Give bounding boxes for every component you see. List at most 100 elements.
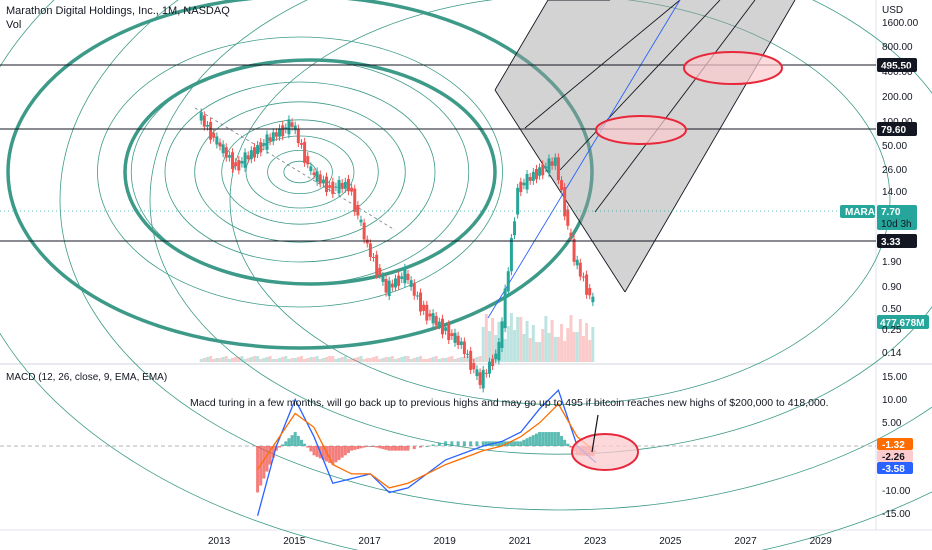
- macd-histogram-bar: [278, 446, 282, 448]
- volume-bar: [268, 356, 272, 362]
- macd-histogram-bar: [309, 446, 313, 452]
- candle-body: [265, 134, 269, 150]
- pitchfork-line: [494, 0, 549, 91]
- candle-body: [403, 267, 407, 284]
- volume-bar: [403, 356, 407, 362]
- candle-body: [519, 181, 523, 193]
- macd-histogram-bar: [381, 446, 385, 450]
- outer-arc: [59, 0, 932, 511]
- volume-bar: [359, 356, 363, 362]
- volume-bar: [246, 358, 250, 362]
- volume-bar: [525, 321, 529, 362]
- symbol-badge-text: MARA: [845, 207, 875, 218]
- candle-body: [553, 157, 557, 166]
- volume-bar: [472, 358, 476, 362]
- pitchfork-line: [594, 0, 756, 213]
- inner-circle: [221, 119, 379, 225]
- volume-bar: [303, 359, 307, 362]
- macd-turn-zone: [571, 433, 639, 471]
- macd-histogram-bar: [353, 446, 357, 450]
- inner-circle: [130, 59, 470, 285]
- time-tick-label: 2021: [509, 536, 532, 547]
- candle-body: [444, 327, 448, 331]
- candle-body: [531, 171, 535, 181]
- macd-value-text: -2.26: [882, 452, 905, 463]
- macd-histogram-bar: [390, 446, 394, 451]
- macd-value-badge: [877, 438, 913, 450]
- price-axis-currency: USD: [882, 5, 903, 16]
- macd-histogram-bar: [525, 438, 529, 446]
- macd-histogram-bar: [500, 441, 504, 446]
- candle-body: [503, 288, 507, 329]
- volume-bar: [318, 359, 322, 362]
- candle-body: [409, 280, 413, 287]
- volume-bar: [556, 337, 560, 362]
- volume-bar: [506, 326, 510, 362]
- volume-bar: [234, 357, 238, 362]
- volume-bar: [328, 356, 332, 362]
- price-tick-label: 26.00: [882, 165, 907, 176]
- macd-histogram-bar: [378, 446, 382, 449]
- volume-bar: [581, 336, 585, 362]
- volume-bar: [503, 339, 507, 362]
- candle-body: [315, 171, 319, 182]
- countdown-text: 10d 3h: [881, 219, 912, 230]
- candle-body: [359, 219, 363, 223]
- candle-body: [419, 292, 423, 312]
- volume-bar: [350, 359, 354, 362]
- volume-bar: [243, 359, 247, 362]
- volume-bar: [494, 335, 498, 362]
- volume-bar: [397, 358, 401, 362]
- volume-bar: [284, 356, 288, 362]
- volume-bar: [256, 356, 260, 362]
- macd-histogram-bar: [484, 441, 488, 446]
- macd-histogram-bar: [271, 446, 275, 458]
- macd-tick-label: -10.00: [882, 486, 911, 497]
- macd-histogram-bar: [365, 446, 369, 447]
- macd-histogram-bar: [296, 435, 300, 446]
- macd-histogram-bar: [456, 441, 460, 446]
- macd-histogram-bar: [303, 443, 307, 446]
- volume-bar: [287, 359, 291, 362]
- volume-bar: [312, 357, 316, 362]
- volume-bar: [560, 324, 564, 362]
- macd-histogram-bar: [497, 441, 501, 446]
- volume-bar: [315, 356, 319, 362]
- target-zone-high: [683, 51, 783, 85]
- macd-histogram-bar: [487, 441, 491, 446]
- macd-label: MACD (12, 26, close, 9, EMA, EMA): [6, 372, 168, 383]
- volume-bar: [353, 358, 357, 362]
- volume-bar: [591, 327, 595, 362]
- volume-bar: [252, 356, 256, 362]
- macd-histogram-bar: [343, 446, 347, 456]
- volume-bar: [281, 357, 285, 362]
- macd-histogram-bar: [340, 446, 344, 458]
- macd-value-badge: [877, 450, 913, 462]
- volume-bar: [569, 315, 573, 362]
- volume-bar: [249, 357, 253, 362]
- candle-body: [224, 147, 228, 158]
- time-tick-label: 2029: [810, 536, 833, 547]
- volume-bar: [553, 337, 557, 362]
- volume-bar: [202, 358, 206, 362]
- volume-bar: [566, 328, 570, 362]
- time-tick-label: 2023: [584, 536, 607, 547]
- candle-body: [303, 141, 307, 163]
- candle-body: [472, 363, 476, 370]
- candle-body: [516, 187, 520, 215]
- time-tick-label: 2025: [659, 536, 682, 547]
- candle-body: [422, 304, 426, 311]
- middle-circle: [123, 58, 497, 286]
- candle-body: [566, 209, 570, 226]
- macd-histogram-bar: [331, 446, 335, 465]
- volume-bar: [447, 357, 451, 362]
- volume-bar: [531, 325, 535, 362]
- candle-body: [462, 341, 466, 355]
- volume-bar: [422, 359, 426, 362]
- candle-body: [346, 178, 350, 192]
- candle-body: [234, 162, 238, 167]
- candle-body: [221, 144, 225, 154]
- volume-bar: [585, 323, 589, 362]
- pitchfork-line: [494, 89, 626, 293]
- volume-bar: [547, 333, 551, 362]
